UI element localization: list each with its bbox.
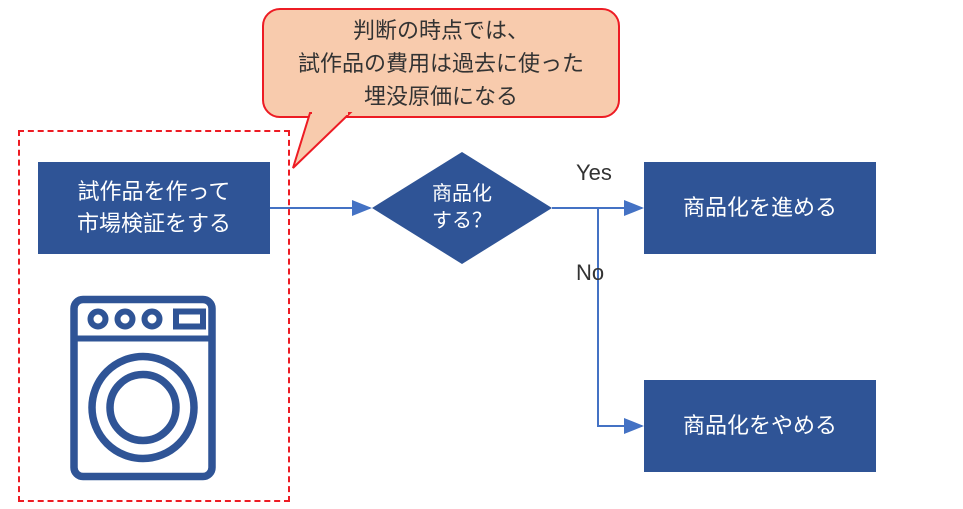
diagram-canvas: 判断の時点では、 試作品の費用は過去に使った 埋没原価になる 試作品を作って 市…: [0, 0, 963, 509]
callout-sunk-cost: 判断の時点では、 試作品の費用は過去に使った 埋没原価になる: [262, 8, 620, 118]
node-prototype-line1: 試作品を作って: [78, 179, 231, 204]
edge-label-no: No: [576, 260, 604, 286]
node-prototype-validate: 試作品を作って 市場検証をする: [38, 162, 270, 254]
callout-line-3: 埋没原価になる: [364, 84, 518, 109]
node-prototype-line2: 市場検証をする: [77, 211, 231, 236]
node-abandon: 商品化をやめる: [644, 380, 876, 472]
callout-line-2: 試作品の費用は過去に使った: [298, 51, 584, 76]
node-abandon-label: 商品化をやめる: [683, 410, 837, 442]
node-proceed: 商品化を進める: [644, 162, 876, 254]
edge-label-yes: Yes: [576, 160, 612, 186]
decision-line1: 商品化: [432, 183, 492, 205]
callout-line-1: 判断の時点では、: [353, 18, 529, 43]
decision-line2: する？: [432, 210, 492, 232]
washing-machine-icon: [68, 293, 218, 483]
node-proceed-label: 商品化を進める: [683, 192, 837, 224]
node-decision-commercialize: 商品化 する？: [372, 152, 552, 264]
